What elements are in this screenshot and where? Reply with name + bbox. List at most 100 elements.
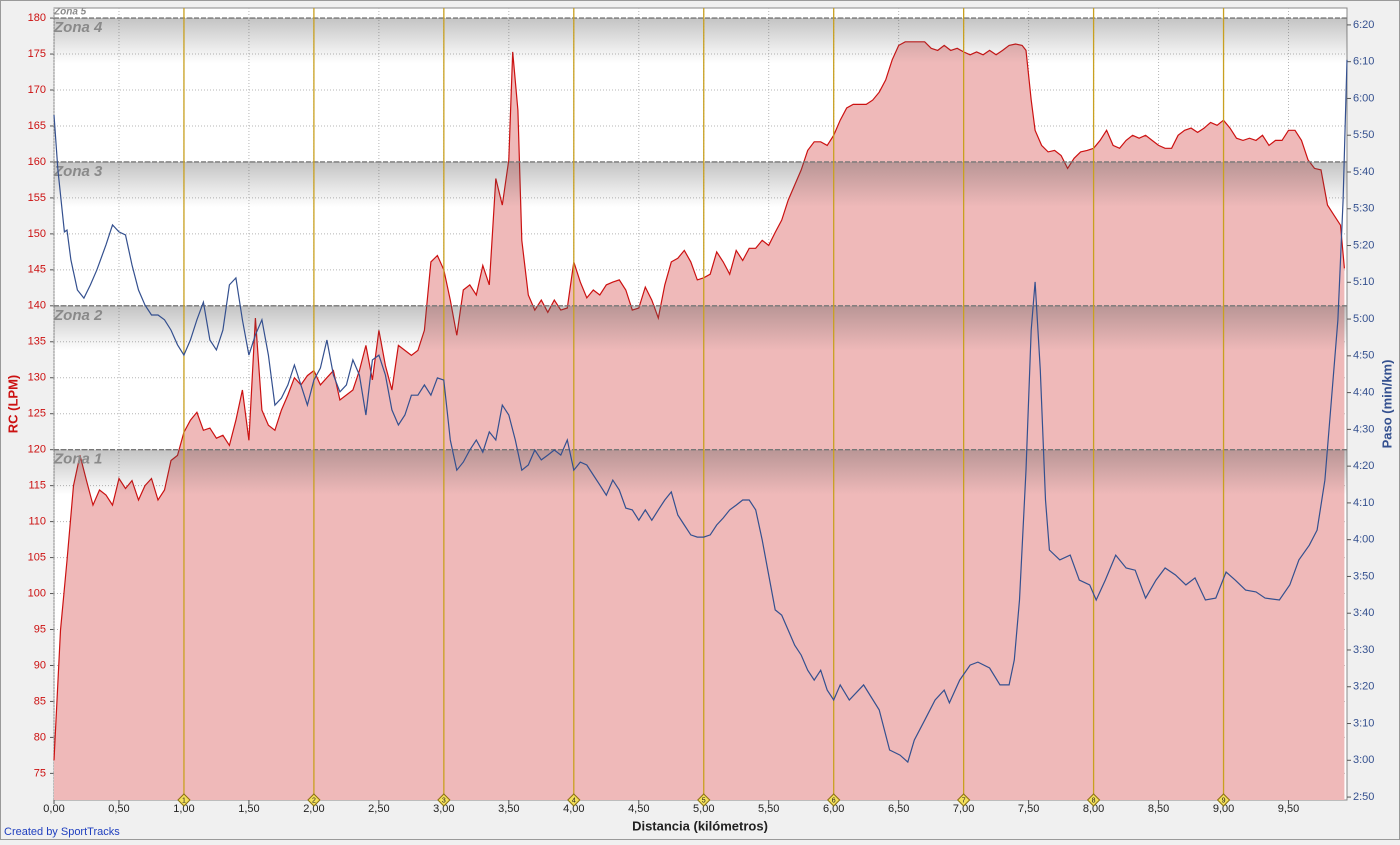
km-marker-diamond — [437, 793, 451, 807]
y-tick-label: 105 — [28, 551, 46, 563]
y-tick-label: 95 — [34, 623, 46, 635]
hr-area — [54, 41, 1345, 801]
x-tick-label: 8,00 — [1083, 803, 1104, 815]
y-tick-label: 175 — [28, 48, 46, 60]
y-tick-label: 150 — [28, 228, 46, 240]
y-tick-label: 115 — [28, 480, 46, 492]
y-tick-label: 75 — [34, 767, 46, 779]
y2-tick-label: 6:20 — [1353, 19, 1374, 31]
y2-tick-label: 6:00 — [1353, 92, 1374, 104]
y2-tick-label: 5:20 — [1353, 239, 1374, 251]
x-tick-label: 6,00 — [823, 803, 844, 815]
x-tick-label: 9,50 — [1278, 803, 1299, 815]
zone-shade — [54, 161, 1347, 207]
y2-axis-title: Paso (min/km) — [1379, 360, 1394, 449]
y2-tick-label: 3:30 — [1353, 644, 1374, 656]
km-marker-label: 6 — [832, 797, 836, 804]
x-tick-label: 7,50 — [1018, 803, 1039, 815]
y-tick-label: 135 — [28, 336, 46, 348]
y-tick-label: 145 — [28, 264, 46, 276]
km-marker-label: 7 — [962, 797, 966, 804]
zone-label: Zona 5 — [53, 7, 87, 18]
km-marker-diamond — [826, 793, 841, 807]
x-tick-label: 2,00 — [303, 803, 324, 815]
x-tick-label: 3,00 — [433, 803, 454, 815]
y-tick-label: 90 — [34, 659, 46, 671]
km-marker-label: 8 — [1092, 797, 1096, 804]
y2-tick-label: 3:20 — [1353, 681, 1374, 693]
y2-tick-label: 5:50 — [1353, 129, 1374, 141]
y2-tick-label: 3:50 — [1353, 570, 1374, 582]
zone-shade — [54, 449, 1347, 495]
y-tick-label: 80 — [34, 731, 46, 743]
y2-tick-label: 4:50 — [1353, 350, 1374, 362]
km-marker-diamond — [1216, 793, 1231, 807]
x-tick-label: 7,00 — [953, 803, 974, 815]
y2-tick-label: 4:40 — [1353, 387, 1374, 399]
km-marker-label: 4 — [572, 797, 576, 804]
hr-line — [53, 41, 1345, 761]
y2-tick-label: 3:00 — [1353, 754, 1374, 766]
x-tick-label: 1,50 — [238, 803, 259, 815]
y-tick-label: 110 — [28, 516, 46, 528]
y-tick-label: 130 — [28, 372, 46, 384]
y-tick-label: 165 — [28, 120, 46, 132]
x-tick-label: 4,00 — [563, 803, 584, 815]
y2-tick-label: 5:30 — [1353, 203, 1374, 215]
km-marker-diamond — [177, 793, 191, 807]
y2-tick-label: 5:40 — [1353, 166, 1374, 178]
y-tick-label: 85 — [34, 695, 46, 707]
x-tick-label: 1,00 — [173, 803, 194, 815]
y2-tick-label: 4:00 — [1353, 534, 1374, 546]
zone-label: Zona 1 — [53, 451, 102, 468]
y-tick-label: 155 — [28, 192, 46, 204]
km-marker-label: 3 — [442, 797, 446, 804]
km-marker-diamond — [697, 793, 711, 807]
y2-tick-label: 3:40 — [1353, 607, 1374, 619]
y2-tick-label: 2:50 — [1353, 791, 1374, 803]
km-marker-diamond — [956, 793, 971, 807]
y2-tick-label: 4:30 — [1353, 423, 1374, 435]
zone-label: Zona 2 — [53, 307, 103, 324]
y2-tick-label: 4:10 — [1353, 497, 1374, 509]
zone-shade — [54, 305, 1347, 351]
x-tick-label: 8,50 — [1148, 803, 1169, 815]
y2-tick-label: 5:10 — [1353, 276, 1374, 288]
credit: Created by SportTracks — [4, 826, 120, 838]
y-tick-label: 140 — [28, 300, 46, 312]
x-tick-label: 0,50 — [108, 803, 129, 815]
x-axis-title: Distancia (kilómetros) — [632, 818, 768, 833]
x-tick-label: 4,50 — [628, 803, 649, 815]
zone-label: Zona 3 — [53, 163, 103, 180]
km-marker-label: 9 — [1222, 797, 1226, 804]
y-tick-label: 160 — [28, 156, 46, 168]
zone-label: Zona 4 — [53, 19, 103, 36]
x-tick-label: 6,50 — [888, 803, 909, 815]
y2-tick-label: 4:20 — [1353, 460, 1374, 472]
km-marker-diamond — [307, 793, 321, 807]
x-tick-label: 5,00 — [693, 803, 714, 815]
y-tick-label: 125 — [28, 408, 46, 420]
km-marker-label: 5 — [702, 797, 706, 804]
y-axis-title: RC (LPM) — [5, 375, 20, 434]
x-tick-label: 9,00 — [1213, 803, 1234, 815]
x-tick-label: 2,50 — [368, 803, 389, 815]
x-tick-label: 0,00 — [43, 803, 64, 815]
x-tick-label: 3,50 — [498, 803, 519, 815]
plot-layer: 7580859095100105110115120125130135140145… — [28, 7, 1375, 815]
y-tick-label: 170 — [28, 84, 46, 96]
pace-line — [53, 59, 1348, 764]
y2-tick-label: 5:00 — [1353, 313, 1374, 325]
y2-tick-label: 3:10 — [1353, 717, 1374, 729]
y2-tick-label: 6:10 — [1353, 56, 1374, 68]
km-marker-diamond — [567, 793, 581, 807]
km-marker-label: 2 — [312, 797, 316, 804]
x-tick-label: 5,50 — [758, 803, 779, 815]
km-marker-diamond — [1086, 793, 1101, 807]
y-tick-label: 100 — [28, 587, 46, 599]
y-tick-label: 180 — [28, 12, 46, 24]
km-marker-label: 1 — [182, 797, 186, 804]
y-tick-label: 120 — [28, 444, 46, 456]
